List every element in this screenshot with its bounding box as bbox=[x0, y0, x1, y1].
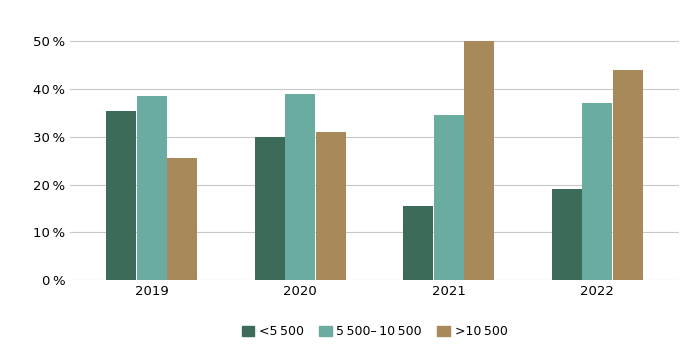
Bar bbox=[136, 96, 167, 280]
Bar bbox=[167, 158, 197, 280]
Bar bbox=[464, 41, 494, 280]
Bar bbox=[106, 111, 136, 280]
Legend: <5 500, 5 500– 10 500, >10 500: <5 500, 5 500– 10 500, >10 500 bbox=[237, 320, 512, 343]
Bar bbox=[552, 189, 582, 280]
Bar bbox=[403, 206, 433, 280]
Bar bbox=[613, 70, 643, 280]
Bar bbox=[582, 103, 612, 280]
Bar bbox=[316, 132, 346, 280]
Bar bbox=[434, 116, 463, 280]
Bar bbox=[286, 94, 315, 280]
Bar bbox=[255, 137, 285, 280]
